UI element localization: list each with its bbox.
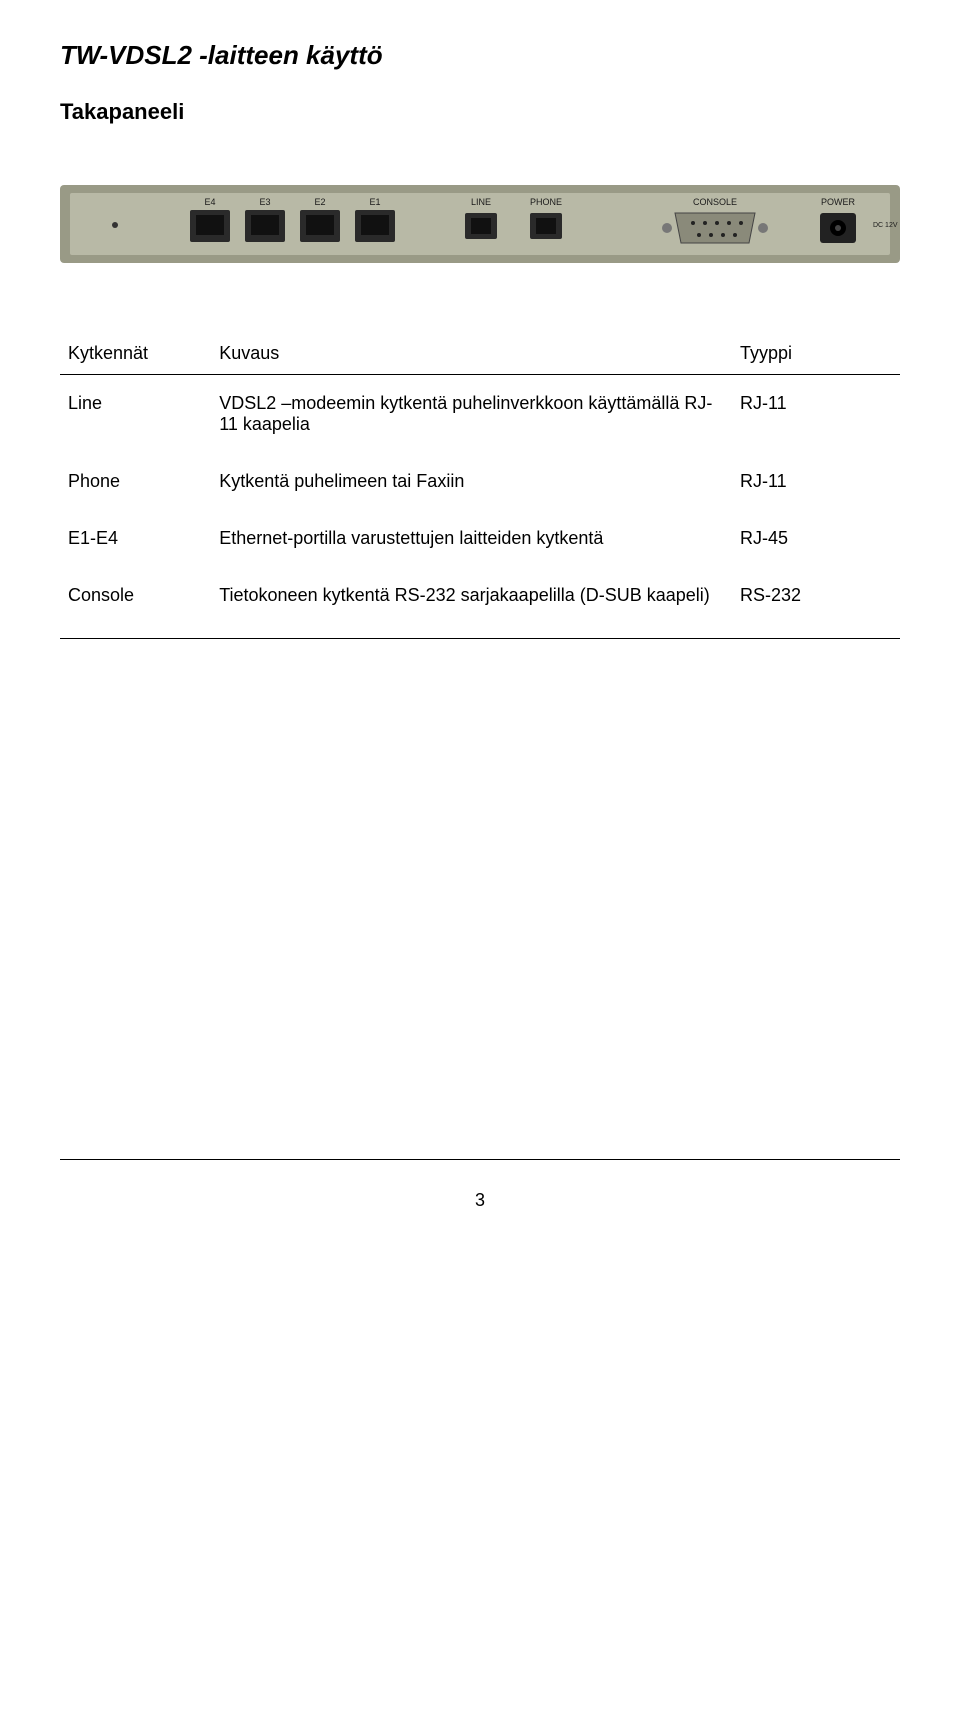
table-row: ConsoleTietokoneen kytkentä RS-232 sarja…	[60, 567, 900, 639]
table-row: LineVDSL2 –modeemin kytkentä puhelinverk…	[60, 375, 900, 454]
device-svg: E4 E3 E2 E1 LINE PHONE CONSOLE POWER DC 12V	[60, 165, 900, 275]
svg-text:CONSOLE: CONSOLE	[693, 197, 737, 207]
table-cell: RS-232	[732, 567, 900, 639]
device-rear-panel-image: E4 E3 E2 E1 LINE PHONE CONSOLE POWER DC 12V	[60, 165, 900, 275]
svg-text:E2: E2	[314, 197, 325, 207]
svg-text:E1: E1	[369, 197, 380, 207]
table-cell: Phone	[60, 453, 211, 510]
svg-text:POWER: POWER	[821, 197, 856, 207]
page-title: TW-VDSL2 -laitteen käyttö	[60, 40, 900, 71]
table-cell: Tietokoneen kytkentä RS-232 sarjakaapeli…	[211, 567, 732, 639]
table-cell: E1-E4	[60, 510, 211, 567]
table-cell: RJ-11	[732, 375, 900, 454]
table-header-col2: Kuvaus	[211, 335, 732, 375]
table-header-col1: Kytkennät	[60, 335, 211, 375]
connections-table: Kytkennät Kuvaus Tyyppi LineVDSL2 –modee…	[60, 335, 900, 639]
svg-text:E3: E3	[259, 197, 270, 207]
table-header-col3: Tyyppi	[732, 335, 900, 375]
table-cell: RJ-45	[732, 510, 900, 567]
bottom-rule-spacer	[60, 639, 900, 1160]
table-cell: Ethernet-portilla varustettujen laitteid…	[211, 510, 732, 567]
svg-text:PHONE: PHONE	[530, 197, 562, 207]
table-row: E1-E4Ethernet-portilla varustettujen lai…	[60, 510, 900, 567]
table-cell: Line	[60, 375, 211, 454]
table-cell: Kytkentä puhelimeen tai Faxiin	[211, 453, 732, 510]
table-cell: RJ-11	[732, 453, 900, 510]
page-subtitle: Takapaneeli	[60, 99, 900, 125]
table-row: PhoneKytkentä puhelimeen tai FaxiinRJ-11	[60, 453, 900, 510]
svg-text:DC 12V: DC 12V	[873, 222, 898, 229]
svg-text:E4: E4	[204, 197, 215, 207]
svg-text:LINE: LINE	[471, 197, 491, 207]
table-cell: Console	[60, 567, 211, 639]
page-number: 3	[60, 1190, 900, 1211]
table-cell: VDSL2 –modeemin kytkentä puhelinverkkoon…	[211, 375, 732, 454]
